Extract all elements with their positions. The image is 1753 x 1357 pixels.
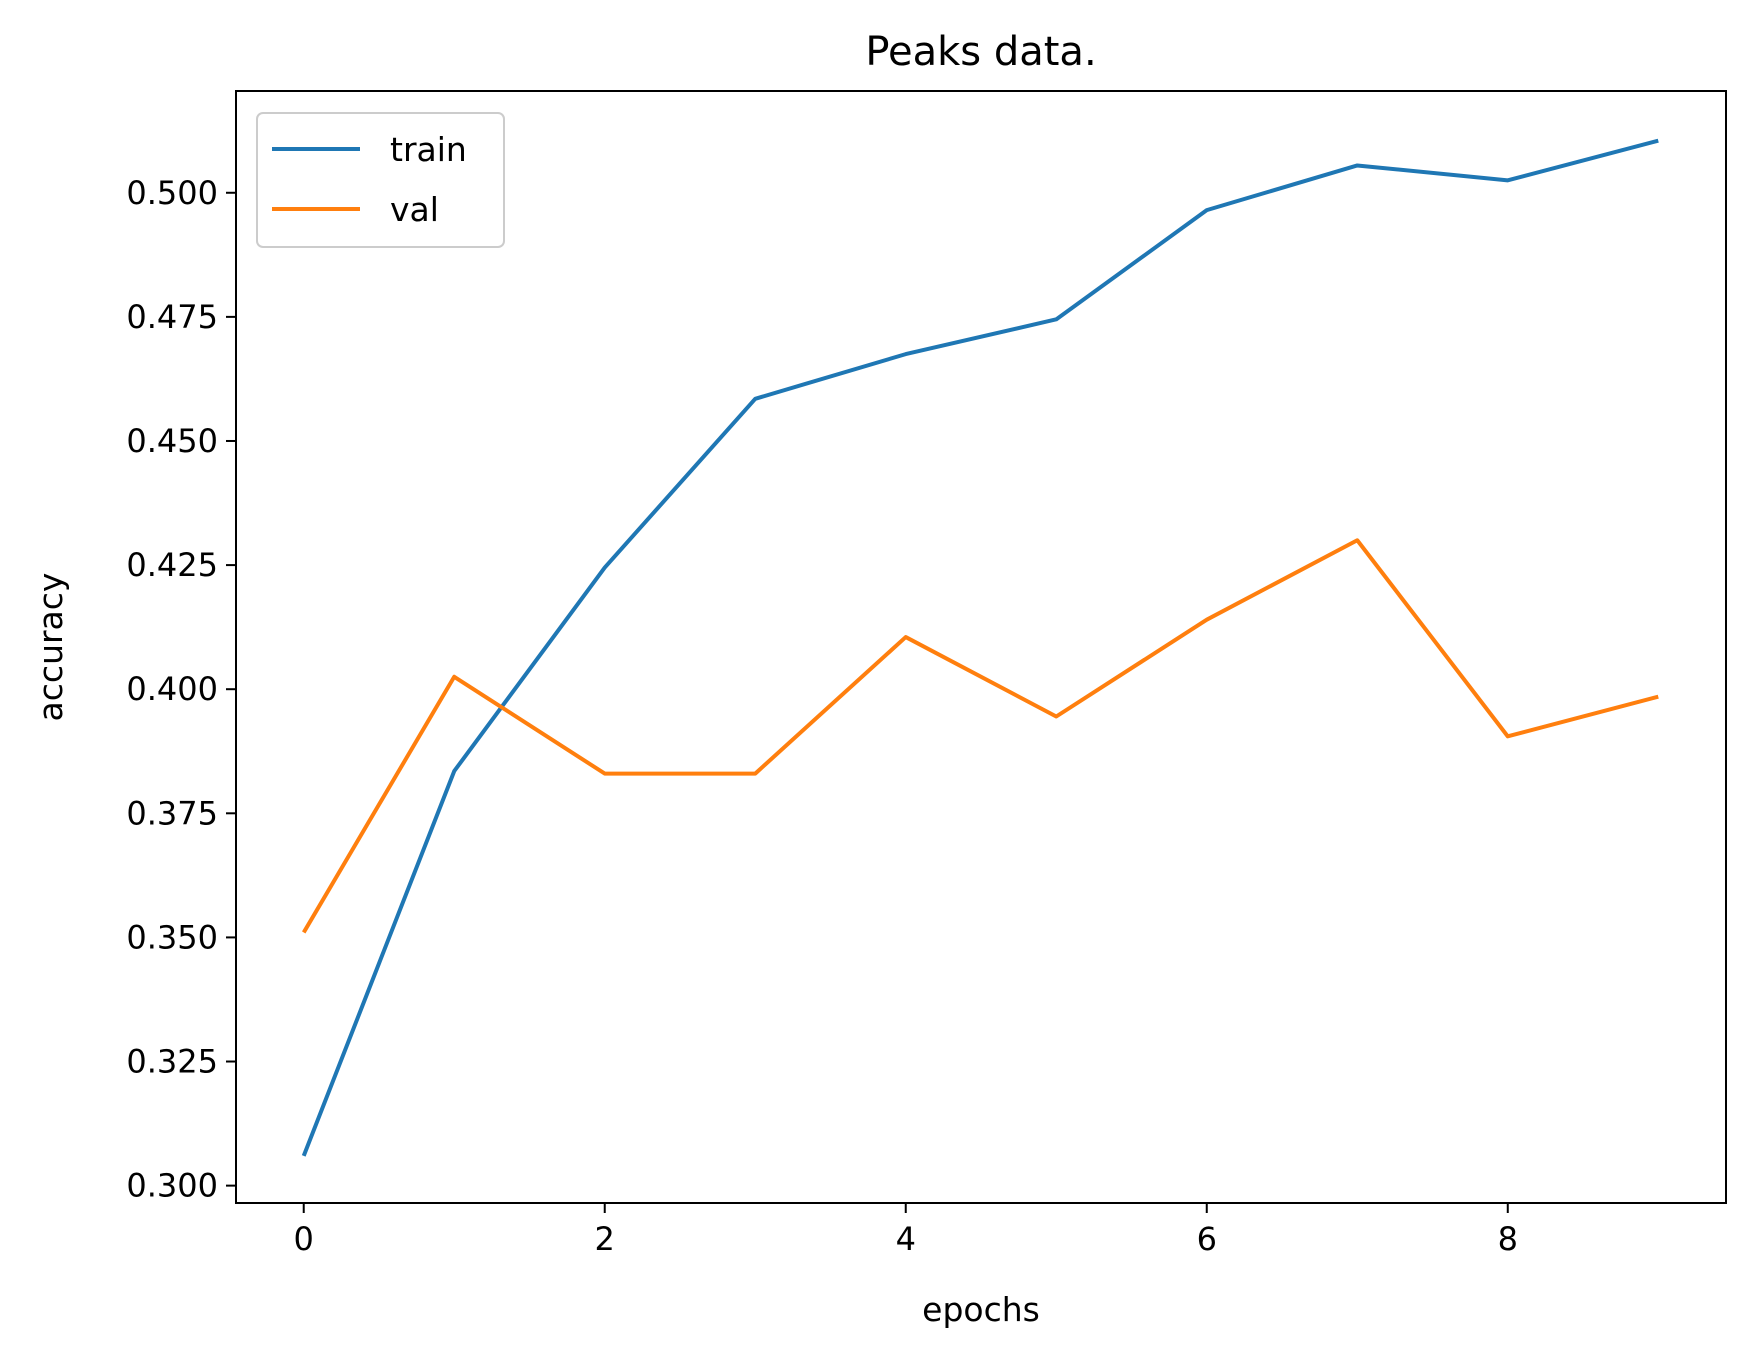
y-tick-label: 0.300 bbox=[126, 1167, 218, 1205]
y-tick-label: 0.500 bbox=[126, 174, 218, 212]
x-tick-label: 6 bbox=[1197, 1220, 1217, 1258]
y-axis-label: accuracy bbox=[31, 573, 70, 722]
x-tick-label: 2 bbox=[595, 1220, 615, 1258]
y-tick-label: 0.425 bbox=[126, 546, 218, 584]
plot-frame bbox=[235, 90, 1727, 1204]
x-tick-label: 8 bbox=[1498, 1220, 1518, 1258]
y-tick-label: 0.325 bbox=[126, 1043, 218, 1081]
y-axis: 0.300 0.325 0.350 0.375 0.400 0.425 0.450 0.475… bbox=[126, 174, 236, 1205]
chart-title: Peaks data. bbox=[865, 29, 1096, 75]
y-tick-label: 0.375 bbox=[126, 794, 218, 832]
legend-box bbox=[256, 112, 505, 248]
legend: train val bbox=[256, 112, 505, 248]
y-tick-label: 0.450 bbox=[126, 422, 218, 460]
y-tick-label: 0.350 bbox=[126, 918, 218, 956]
legend-label-val: val bbox=[390, 190, 439, 229]
y-tick-label: 0.475 bbox=[126, 298, 218, 336]
series-line-train bbox=[301, 138, 1659, 1157]
x-tick-label: 0 bbox=[294, 1220, 314, 1258]
x-axis: 0 2 4 6 8 bbox=[294, 1203, 1518, 1258]
x-axis-label: epochs bbox=[922, 1290, 1040, 1329]
series-layer bbox=[301, 138, 1659, 1157]
series-line-val bbox=[302, 538, 1659, 934]
y-tick-label: 0.400 bbox=[126, 670, 218, 708]
x-tick-label: 4 bbox=[896, 1220, 916, 1258]
legend-label-train: train bbox=[390, 130, 467, 169]
